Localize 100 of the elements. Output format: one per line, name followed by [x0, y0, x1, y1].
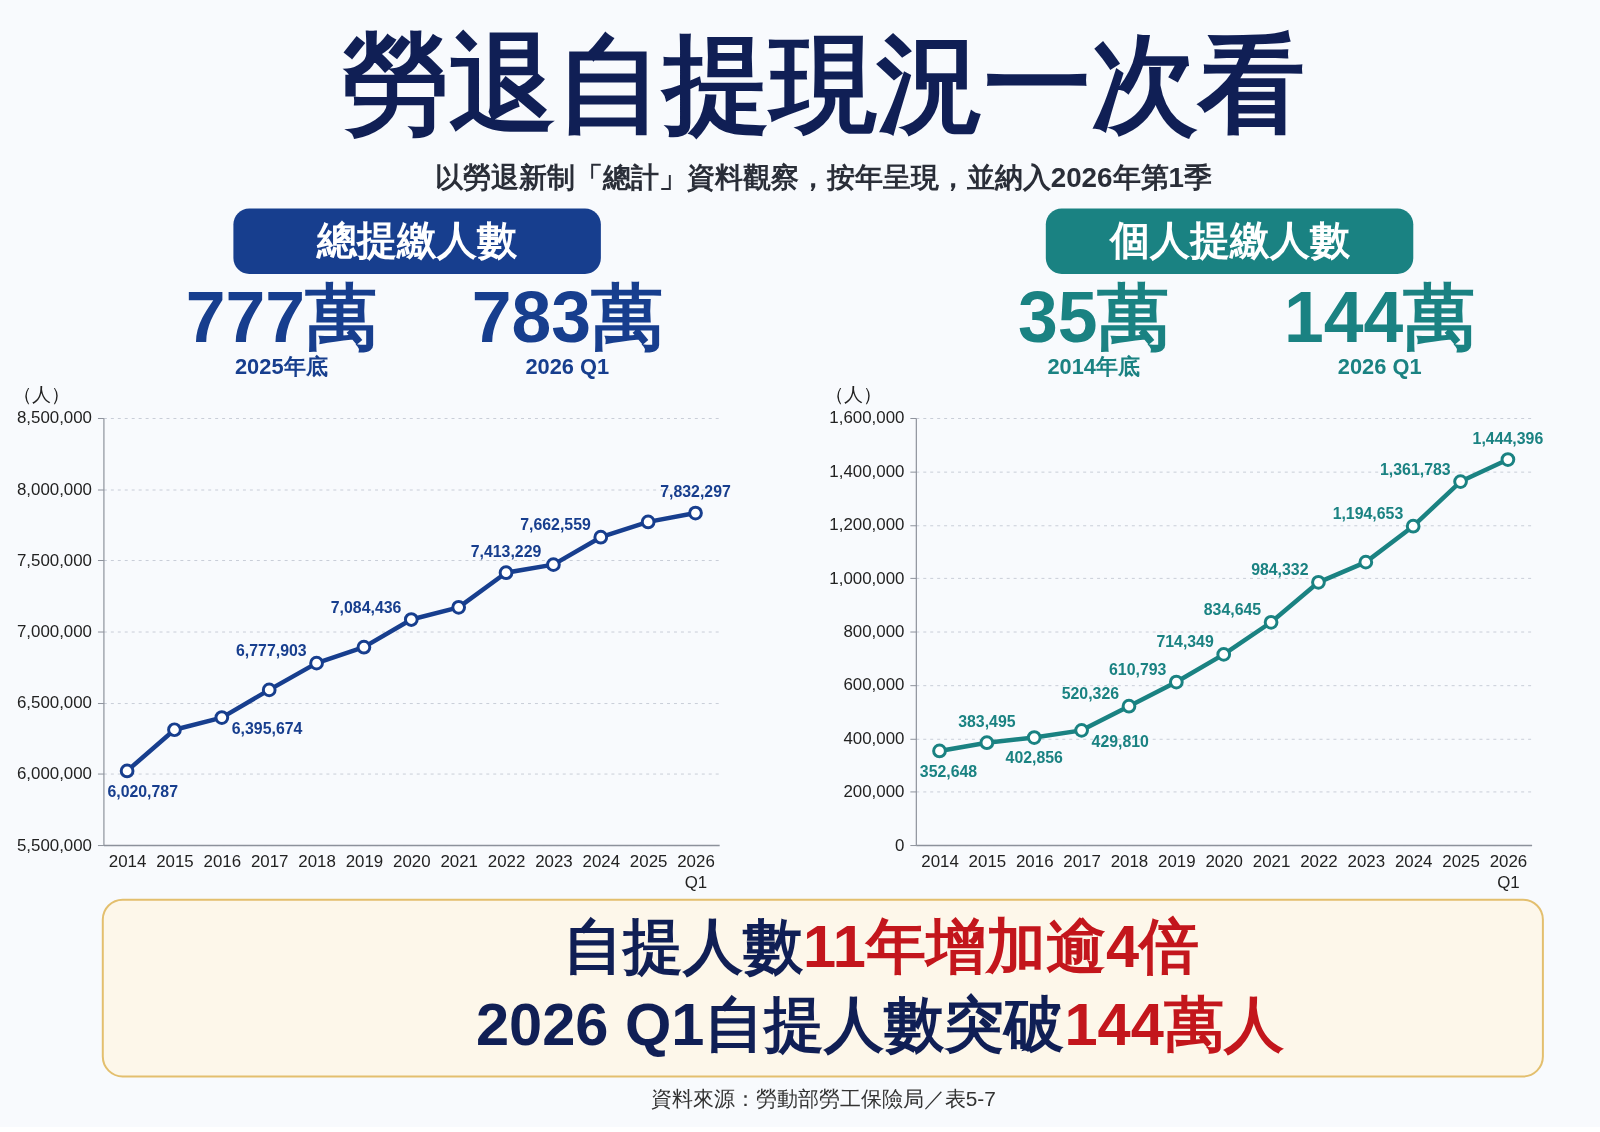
x-tick-label: 2014	[921, 852, 959, 872]
data-label: 6,395,674	[231, 720, 303, 738]
point	[1168, 674, 1184, 690]
x-tick-label: 2015	[968, 852, 1007, 872]
y-tick-label: 8,500,000	[16, 408, 92, 428]
point	[1453, 474, 1468, 489]
x-tick-label: 2024	[582, 852, 621, 872]
point	[1405, 518, 1421, 534]
x-tick-label: 2020	[1205, 852, 1243, 872]
y-tick-label: 1,000,000	[829, 568, 905, 588]
point	[498, 565, 514, 581]
x-tick-label: 2023	[535, 852, 573, 872]
x-tick-label: 2017	[250, 852, 289, 872]
text: 2026 Q1	[525, 354, 610, 380]
point	[1358, 554, 1374, 570]
x-tick-label: 2022	[487, 852, 526, 872]
point	[356, 639, 372, 655]
y-tick-label: 200,000	[843, 782, 905, 802]
y-tick-label: 8,000,000	[16, 479, 92, 499]
point	[1500, 452, 1516, 467]
data-label: 7,084,436	[330, 598, 402, 616]
text: 2026 Q1自提人數突破	[475, 990, 1065, 1058]
y-tick-label: 600,000	[843, 675, 905, 695]
data-label: 7,832,297	[660, 483, 731, 501]
point	[214, 710, 230, 725]
text: 2014年底	[1047, 354, 1140, 380]
data-label: 402,856	[1005, 749, 1064, 767]
x-tick-label: 2018	[298, 852, 336, 872]
text: 勞退自提現況一次看	[341, 24, 1305, 145]
text: 2026 Q1	[1337, 354, 1422, 380]
point	[640, 514, 656, 530]
x-tick-label: 2023	[1347, 852, 1386, 872]
x-tick-label: 2021	[440, 852, 478, 872]
text: 以勞退新制「總計」資料觀察，按年呈現，並納入2026年第1季	[434, 161, 1212, 193]
text: 自提人數	[562, 913, 804, 981]
point	[688, 505, 703, 521]
text: 144萬人	[1064, 990, 1284, 1058]
y-tick-label: 1,600,000	[829, 408, 905, 428]
point	[1026, 730, 1042, 745]
x-tick-label: 2019	[1158, 852, 1196, 872]
point	[1311, 574, 1326, 590]
point	[546, 557, 561, 572]
data-label: 7,662,559	[520, 516, 592, 534]
y-tick-label: 7,500,000	[16, 550, 92, 570]
source-note: 資料來源：勞動部勞工保險局／表5-7	[650, 1087, 996, 1111]
x-tick-label: 2025	[629, 852, 668, 872]
data-label: 610,793	[1109, 661, 1167, 679]
y-tick-label: 7,000,000	[16, 621, 92, 641]
point	[167, 722, 182, 738]
data-label: 383,495	[958, 712, 1016, 730]
text: 11年增加逾4倍	[802, 913, 1200, 981]
point	[593, 529, 609, 545]
chart-title: 總提繳人數	[316, 218, 519, 263]
x-tick-label: 2014	[108, 852, 147, 872]
point	[261, 682, 277, 698]
point	[119, 763, 135, 779]
data-label: 984,332	[1251, 561, 1309, 579]
point	[1263, 614, 1279, 630]
x-tick-label: 2022	[1300, 852, 1338, 872]
x-tick-label: 2026 Q1	[1489, 852, 1528, 893]
data-label: 6,020,787	[107, 782, 179, 800]
data-label: 1,194,653	[1332, 505, 1404, 523]
text: 144萬	[1284, 276, 1476, 357]
data-label: 520,326	[1061, 685, 1120, 703]
data-label: 7,413,229	[470, 542, 542, 560]
x-tick-label: 2016	[1015, 852, 1054, 872]
point	[1074, 722, 1089, 738]
y-tick-label: 6,500,000	[16, 693, 92, 713]
data-label: 429,810	[1091, 733, 1150, 751]
data-label: 714,349	[1156, 633, 1214, 651]
y-tick-label: 5,500,000	[16, 835, 92, 855]
y-tick-label: 0	[895, 835, 905, 855]
x-tick-label: 2021	[1252, 852, 1291, 872]
x-tick-label: 2026 Q1	[677, 852, 715, 893]
y-tick-label: 400,000	[843, 728, 905, 748]
data-label: 1,361,783	[1379, 460, 1451, 478]
data-label: 6,777,903	[236, 642, 307, 660]
y-tick-label: 1,200,000	[829, 515, 905, 535]
text: 2025年底	[234, 354, 328, 380]
x-tick-label: 2020	[393, 852, 431, 872]
x-tick-label: 2025	[1442, 852, 1480, 872]
text: 783萬	[471, 276, 663, 357]
point	[309, 655, 324, 671]
x-tick-label: 2018	[1110, 852, 1149, 872]
y-tick-label: 800,000	[843, 621, 905, 641]
data-label: 352,648	[919, 762, 978, 780]
x-tick-label: 2017	[1063, 852, 1101, 872]
y-tick-label: 6,000,000	[16, 764, 92, 784]
point	[979, 735, 995, 751]
x-tick-label: 2015	[156, 852, 194, 872]
y-tick-label: 1,400,000	[829, 461, 905, 481]
data-label: 1,444,396	[1472, 429, 1544, 447]
point	[932, 743, 947, 759]
x-tick-label: 2016	[203, 852, 242, 872]
x-tick-label: 2019	[345, 852, 384, 872]
point	[451, 599, 467, 615]
x-tick-label: 2024	[1394, 852, 1433, 872]
point	[1121, 698, 1137, 714]
y-axis-title: （人）	[12, 383, 70, 405]
point	[1216, 647, 1232, 662]
